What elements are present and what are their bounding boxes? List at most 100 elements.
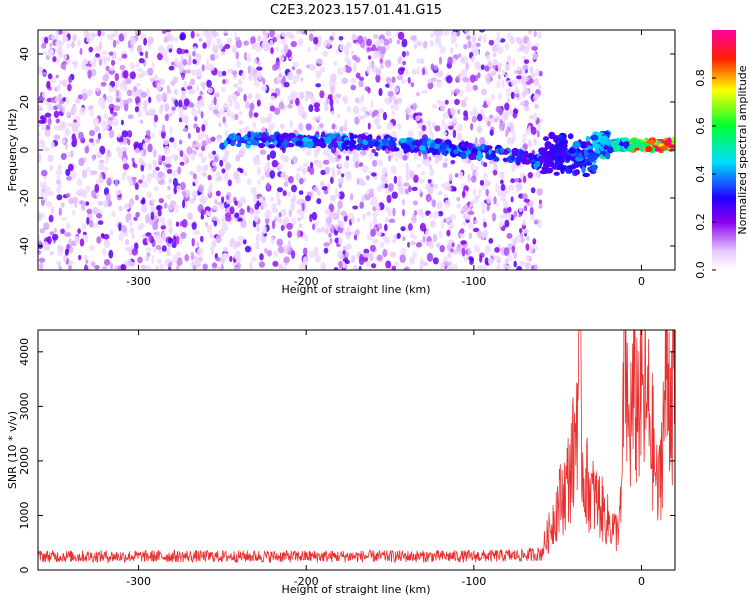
heatmap-noise-cell [50, 206, 55, 215]
heatmap-noise-cell [439, 46, 446, 55]
heatmap-noise-cell [167, 218, 173, 227]
heatmap-noise-cell [227, 179, 232, 187]
heatmap-noise-cell [522, 64, 529, 70]
heatmap-noise-cell [166, 84, 170, 92]
heatmap-noise-cell [103, 125, 109, 131]
heatmap-noise-cell [497, 74, 501, 80]
heatmap-noise-cell [260, 84, 268, 92]
heatmap-noise-cell [99, 177, 104, 184]
colorbar-tick-label: 0.8 [694, 69, 707, 87]
heatmap-strong-cell [594, 147, 601, 155]
heatmap-noise-cell [303, 177, 307, 183]
heatmap-noise-cell [253, 214, 259, 222]
heatmap-noise-cell [486, 195, 492, 204]
heatmap-noise-cell [357, 35, 364, 44]
heatmap-noise-cell [393, 86, 399, 94]
heatmap-noise-cell [493, 196, 497, 205]
heatmap-signal-cell [255, 134, 263, 139]
heatmap-noise-cell [454, 98, 460, 106]
heatmap-noise-cell [137, 73, 144, 79]
heatmap-noise-cell [534, 93, 540, 100]
heatmap-noise-cell [95, 53, 100, 58]
heatmap-noise-cell [233, 171, 239, 180]
heatmap-noise-cell [167, 237, 174, 244]
heatmap-signal-cell [230, 140, 236, 147]
heatmap-noise-cell [504, 219, 510, 228]
heatmap-noise-cell [144, 265, 152, 270]
heatmap-noise-cell [494, 247, 500, 253]
heatmap-noise-cell [181, 219, 188, 228]
heatmap-noise-cell [430, 132, 435, 139]
heatmap-noise-cell [206, 58, 210, 67]
heatmap-noise-cell [182, 58, 188, 66]
heatmap-noise-cell [224, 150, 230, 157]
heatmap-noise-cell [60, 202, 65, 208]
heatmap-noise-cell [77, 39, 81, 47]
heatmap-noise-cell [124, 239, 130, 245]
heatmap-noise-cell [476, 125, 483, 133]
heatmap-noise-cell [77, 228, 81, 235]
heatmap-noise-cell [176, 257, 183, 266]
heatmap-noise-cell [270, 47, 274, 55]
heatmap-noise-cell [410, 82, 415, 88]
heatmap-noise-cell [58, 266, 63, 270]
heatmap-noise-cell [141, 197, 146, 204]
heatmap-noise-cell [407, 77, 411, 84]
heatmap-noise-cell [184, 189, 190, 198]
heatmap-noise-cell [522, 133, 527, 138]
heatmap-noise-cell [95, 139, 100, 144]
heatmap-noise-cell [197, 184, 205, 193]
heatmap-noise-cell [316, 198, 322, 205]
heatmap-noise-cell [150, 77, 155, 83]
heatmap-noise-cell [165, 30, 171, 33]
heatmap-strong-cell [582, 172, 590, 178]
heatmap-noise-cell [236, 255, 242, 264]
heatmap-noise-cell [376, 124, 382, 130]
heatmap-noise-cell [297, 216, 302, 222]
heatmap-noise-cell [68, 260, 74, 266]
heatmap-noise-cell [260, 116, 266, 124]
heatmap-noise-cell [512, 58, 516, 67]
heatmap-noise-cell [203, 164, 209, 171]
heatmap-noise-cell [206, 224, 212, 234]
heatmap-noise-cell [78, 254, 82, 261]
heatmap-noise-cell [194, 259, 201, 269]
heatmap-noise-cell [243, 93, 247, 102]
heatmap-noise-cell [407, 130, 414, 138]
heatmap-noise-cell [384, 223, 388, 232]
heatmap-signal-cell [471, 147, 478, 154]
heatmap-noise-cell [493, 118, 499, 123]
heatmap-noise-cell [184, 253, 189, 262]
heatmap-noise-cell [533, 138, 537, 146]
heatmap-noise-cell [417, 163, 422, 168]
heatmap-noise-cell [452, 37, 457, 42]
heatmap-noise-cell [239, 128, 243, 135]
heatmap-noise-cell [237, 217, 243, 222]
heatmap-noise-cell [191, 107, 197, 117]
heatmap-noise-cell [407, 241, 410, 248]
heatmap-noise-cell [253, 112, 259, 118]
heatmap-noise-cell [375, 52, 381, 59]
heatmap-noise-cell [344, 251, 349, 258]
heatmap-signal-cell [307, 144, 312, 149]
heatmap-signal-cell [246, 140, 252, 145]
heatmap-noise-cell [484, 180, 491, 187]
heatmap-noise-cell [442, 112, 449, 119]
heatmap-noise-cell [366, 38, 372, 47]
heatmap-noise-cell [355, 72, 361, 79]
heatmap-noise-cell [191, 143, 197, 149]
heatmap-noise-cell [71, 210, 76, 216]
heatmap-noise-cell [426, 252, 434, 262]
heatmap-noise-cell [435, 37, 439, 46]
heatmap-noise-cell [238, 235, 244, 241]
heatmap-noise-cell [126, 89, 133, 97]
heatmap-noise-cell [307, 166, 311, 173]
heatmap-noise-cell [492, 64, 497, 70]
heatmap-noise-cell [64, 127, 71, 137]
heatmap-noise-cell [97, 30, 102, 37]
heatmap-noise-cell [122, 163, 130, 171]
heatmap-noise-cell [107, 33, 112, 40]
heatmap-noise-cell [305, 149, 312, 156]
heatmap-noise-cell [248, 73, 253, 81]
heatmap-noise-cell [485, 188, 489, 197]
